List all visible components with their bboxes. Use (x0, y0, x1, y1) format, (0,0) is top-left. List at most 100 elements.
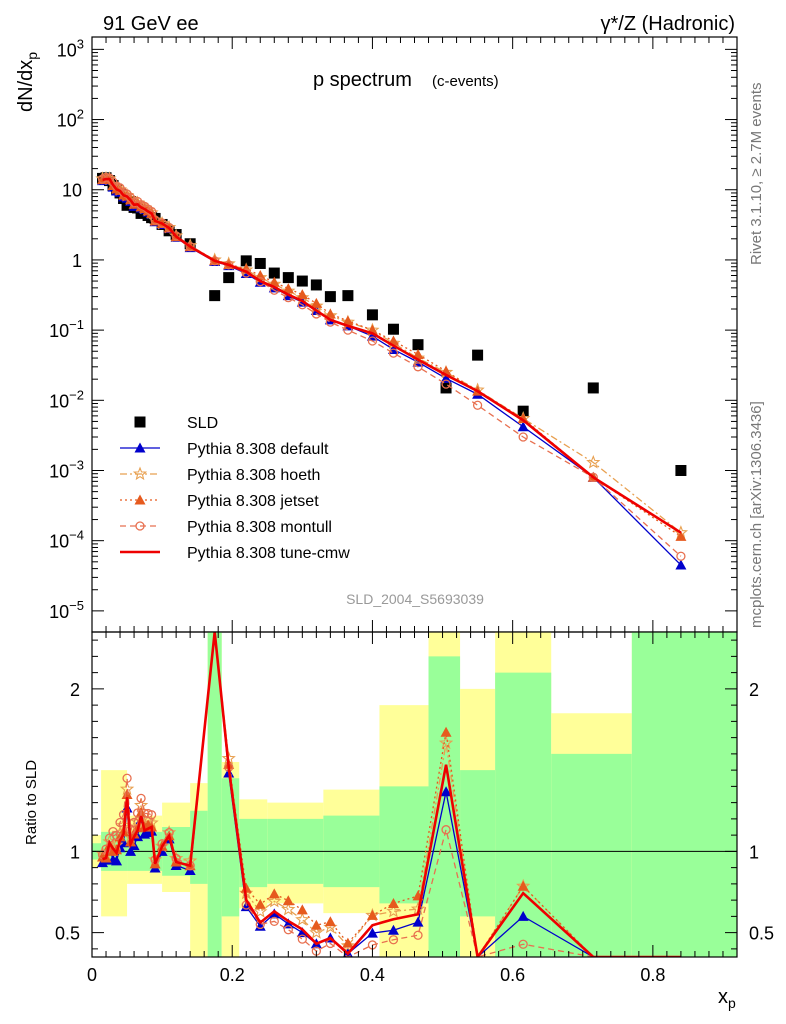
marker-jetset (296, 289, 308, 300)
y-tick-label: 10−1 (49, 317, 84, 341)
legend-marker (134, 416, 146, 428)
ratio-marker-montull (413, 930, 423, 940)
marker-montull (164, 222, 174, 233)
header-left: 91 GeV ee (103, 13, 199, 35)
ratio-band-green-15 (631, 632, 737, 957)
marker-sld (675, 464, 687, 476)
x-axis-label: xp (718, 986, 736, 1011)
x-tick-label: 0.6 (500, 965, 525, 985)
rivet-label: Rivet 3.1.10, ≥ 2.7M events (748, 83, 765, 266)
marker-sld (209, 290, 221, 302)
marker-jetset (324, 308, 336, 319)
ratio-band-green-5 (207, 632, 222, 957)
marker-montull (441, 379, 451, 389)
legend-item-sld: SLD (134, 415, 218, 432)
ratio-marker-jetset (387, 897, 399, 908)
legend-label: Pythia 8.308 tune-cmw (187, 545, 350, 562)
legend-item-tunecmw: Pythia 8.308 tune-cmw (120, 545, 350, 562)
ratio-marker-montull (518, 939, 528, 949)
legend-label: SLD (187, 415, 218, 432)
ratio-marker-montull (283, 925, 293, 935)
marker-montull (472, 400, 483, 410)
ratio-marker-montull (441, 825, 451, 835)
series-tunecmw (102, 177, 682, 534)
ratio-band-green-14 (551, 753, 632, 957)
ratio-marker-montull (132, 808, 143, 818)
marker-jetset (517, 413, 529, 424)
marker-sld (240, 255, 252, 267)
ratio-y-tick-label: 0.5 (55, 924, 80, 944)
ratio-marker-hoeth (340, 938, 356, 952)
x-tick-label: 0.8 (640, 965, 665, 985)
ratio-marker-default (412, 916, 424, 927)
main-title: p spectrum (313, 69, 412, 91)
marker-montull (413, 362, 423, 372)
line-tunecmw (102, 177, 682, 534)
ratio-marker-hoeth (267, 893, 282, 908)
ratio-marker-montull (269, 916, 279, 927)
ratio-y-tick-label-right: 2 (749, 680, 759, 700)
ratio-marker-hoeth (295, 912, 310, 926)
legend-label: Pythia 8.308 montull (187, 519, 332, 536)
legend: SLD Pythia 8.308 default Pythia 8.308 hoet… (120, 415, 350, 562)
ratio-marker-jetset (254, 898, 266, 909)
ratio-y-tick-label-right: 0.5 (749, 924, 774, 944)
series-default (97, 173, 687, 570)
marker-montull (101, 172, 111, 183)
legend-label: Pythia 8.308 jetset (187, 493, 319, 510)
ratio-marker-default (111, 855, 123, 866)
marker-jetset (268, 276, 280, 287)
header-right: γ*/Z (Hadronic) (601, 13, 735, 35)
ratio-marker-montull (122, 773, 132, 783)
ratio-marker-hoeth (309, 925, 324, 939)
marker-montull (171, 231, 181, 241)
ratio-marker-jetset (324, 916, 336, 927)
y-tick-label: 102 (57, 107, 84, 131)
ratio-y-tick-label: 1 (70, 842, 80, 862)
ratio-marker-montull (297, 934, 307, 944)
marker-sld (254, 257, 266, 269)
marker-sld (366, 309, 378, 321)
x-tick-label: 0.4 (360, 965, 385, 985)
marker-jetset (675, 530, 687, 541)
ratio-marker-jetset (440, 726, 452, 737)
ratio-marker-default (366, 927, 378, 938)
ratio-marker-default (440, 786, 452, 797)
ratio-marker-montull (388, 935, 399, 945)
ratio-y-tick-label: 2 (70, 680, 80, 700)
marker-sld (324, 291, 336, 303)
marker-jetset (342, 315, 354, 326)
y-tick-label: 103 (57, 36, 84, 60)
y-tick-label: 10−3 (49, 457, 84, 481)
marker-hoeth (309, 298, 324, 313)
ratio-line-hoeth (102, 632, 681, 957)
ratio-y-label: Ratio to SLD (23, 760, 40, 845)
ratio-marker-montull (111, 830, 122, 841)
legend-item-hoeth: Pythia 8.308 hoeth (120, 466, 320, 484)
marker-sld (387, 323, 399, 335)
ratio-marker-jetset (268, 888, 280, 899)
marker-default (675, 559, 687, 570)
ratio-marker-default (282, 918, 294, 929)
marker-sld (412, 339, 424, 351)
legend-marker (132, 466, 148, 481)
ratio-line-tunecmw (102, 632, 681, 957)
x-tick-label: 0 (87, 965, 97, 985)
marker-montull (676, 551, 686, 561)
marker-jetset (412, 348, 424, 359)
marker-sld (296, 275, 308, 287)
ratio-marker-montull (139, 808, 150, 818)
marker-montull (588, 472, 598, 482)
ratio-marker-default (254, 920, 266, 931)
marker-sld (587, 382, 599, 394)
ratio-marker-default (517, 910, 529, 921)
marker-sld (223, 272, 235, 284)
ratio-band-green-10 (379, 786, 429, 904)
marker-sld (472, 349, 484, 361)
marker-montull (185, 241, 195, 252)
x-tick-label: 0.2 (220, 965, 245, 985)
y-tick-label: 10−5 (49, 598, 84, 622)
marker-jetset (282, 283, 294, 294)
ratio-marker-montull (146, 810, 157, 820)
